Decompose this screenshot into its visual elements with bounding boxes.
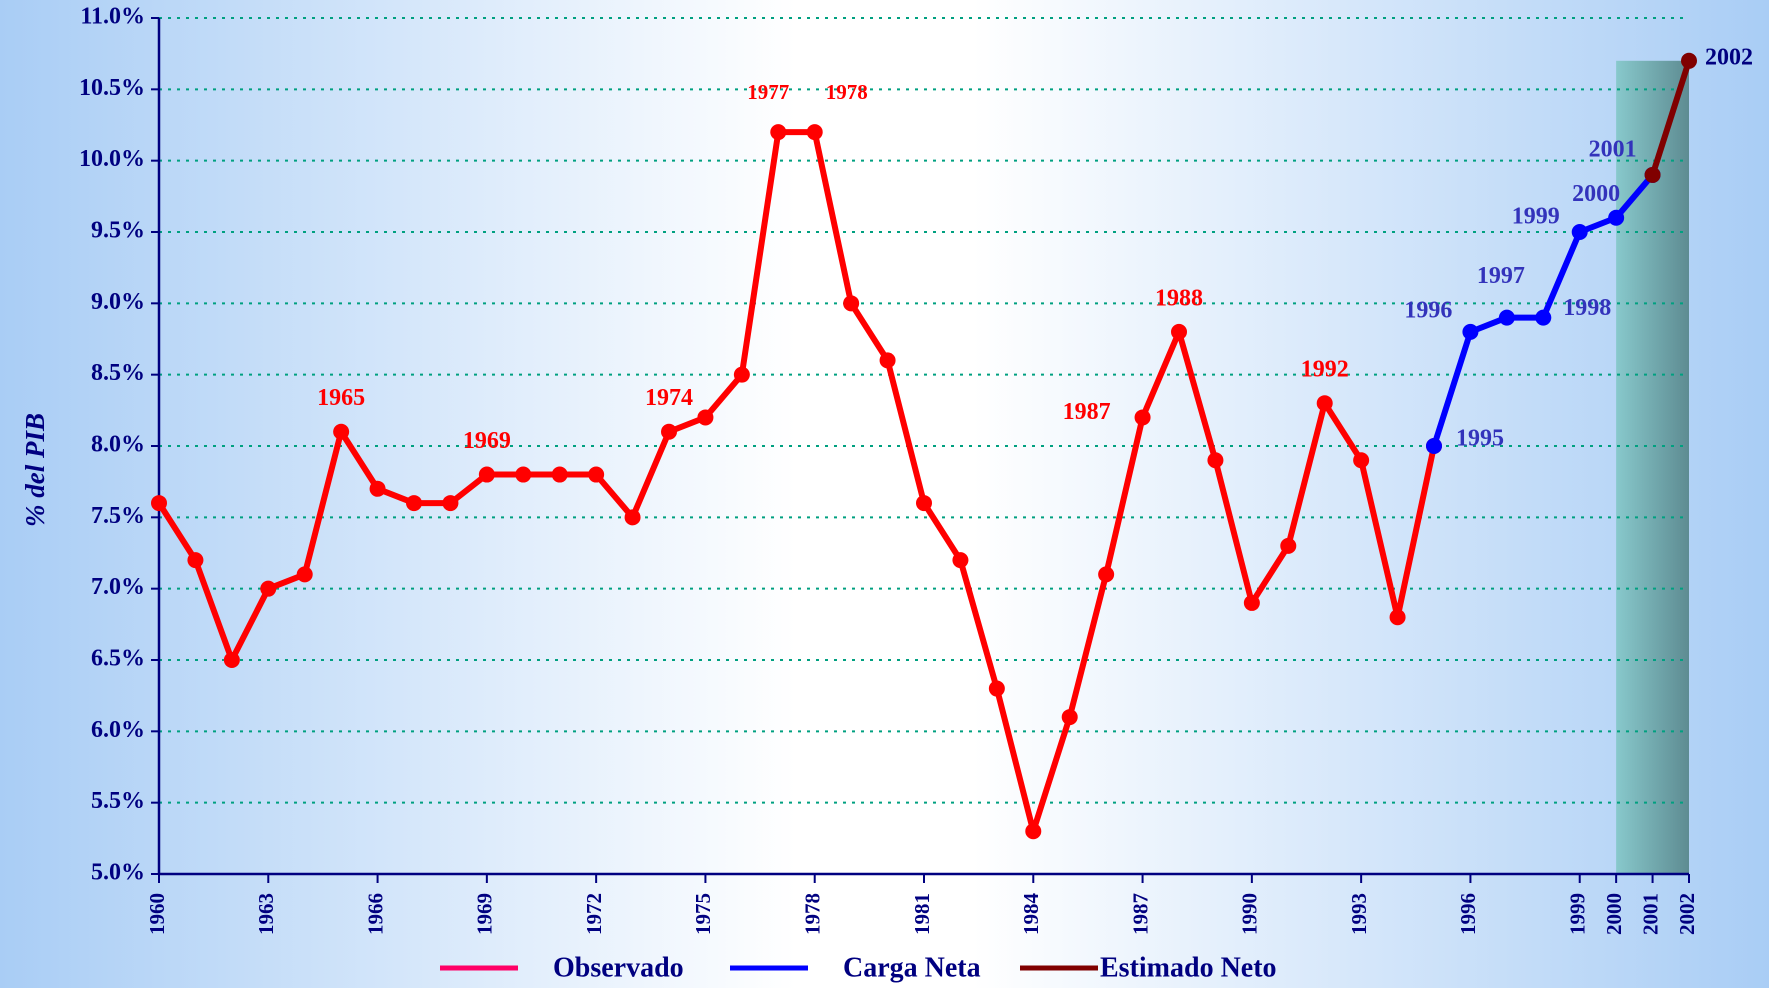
point-label: 1974 bbox=[645, 385, 693, 411]
data-point bbox=[733, 366, 750, 383]
data-point bbox=[916, 495, 932, 512]
x-tick-label: 1978 bbox=[801, 893, 825, 935]
data-point bbox=[806, 124, 823, 141]
data-point bbox=[879, 352, 896, 369]
y-tick-label: 8.5% bbox=[91, 360, 145, 386]
data-point bbox=[296, 566, 313, 583]
data-point bbox=[770, 124, 787, 141]
data-point bbox=[551, 466, 568, 483]
data-point bbox=[260, 580, 277, 597]
y-tick-label: 8.0% bbox=[91, 432, 145, 458]
point-label: 1995 bbox=[1456, 426, 1504, 452]
data-point bbox=[588, 466, 605, 483]
y-tick-label: 7.0% bbox=[91, 574, 145, 600]
data-point bbox=[333, 423, 350, 440]
data-point bbox=[1389, 609, 1406, 626]
y-tick-label: 10.0% bbox=[79, 146, 145, 172]
data-point bbox=[952, 552, 969, 569]
x-tick-label: 1996 bbox=[1456, 893, 1480, 935]
data-point bbox=[1061, 709, 1078, 726]
point-label: 1977 bbox=[747, 80, 789, 104]
y-tick-label: 9.5% bbox=[91, 218, 145, 244]
data-point bbox=[1426, 438, 1442, 454]
data-point bbox=[1353, 452, 1370, 469]
legend-label: Observado bbox=[553, 952, 684, 983]
y-tick-label: 6.5% bbox=[91, 646, 145, 672]
y-axis-label: % del PIB bbox=[20, 413, 50, 527]
x-tick-label: 1999 bbox=[1566, 893, 1590, 935]
point-label: 2000 bbox=[1572, 181, 1620, 207]
data-point bbox=[1316, 395, 1333, 412]
point-label: 1996 bbox=[1404, 297, 1452, 323]
x-tick-label: 1984 bbox=[1019, 893, 1043, 936]
y-tick-label: 5.0% bbox=[91, 860, 145, 886]
data-point bbox=[624, 509, 641, 526]
data-point bbox=[1280, 537, 1297, 554]
data-point bbox=[369, 480, 386, 497]
data-point bbox=[478, 466, 495, 483]
data-point bbox=[1098, 566, 1115, 583]
x-tick-label: 2001 bbox=[1638, 893, 1662, 935]
data-point bbox=[1243, 594, 1260, 611]
x-tick-label: 1993 bbox=[1347, 893, 1371, 935]
data-point bbox=[406, 495, 422, 512]
data-point bbox=[515, 466, 532, 483]
y-tick-label: 7.5% bbox=[91, 503, 145, 529]
point-label: 1969 bbox=[463, 428, 511, 454]
data-point bbox=[1644, 166, 1661, 183]
data-point bbox=[1535, 309, 1552, 326]
series-line bbox=[1649, 59, 1692, 176]
data-point bbox=[151, 495, 167, 512]
shaded-region bbox=[1616, 60, 1689, 875]
point-label: 2001 bbox=[1589, 136, 1637, 162]
legend-label: Carga Neta bbox=[843, 952, 981, 983]
point-label: 1998 bbox=[1563, 295, 1611, 321]
x-tick-label: 1963 bbox=[254, 893, 278, 935]
x-tick-label: 2002 bbox=[1675, 893, 1699, 935]
data-point bbox=[1207, 452, 1224, 469]
x-tick-label: 1960 bbox=[145, 893, 169, 935]
x-tick-label: 1987 bbox=[1128, 893, 1152, 935]
point-label: 1965 bbox=[317, 385, 365, 411]
x-tick-label: 1981 bbox=[910, 893, 934, 935]
x-tick-label: 1969 bbox=[473, 893, 497, 935]
point-label: 1997 bbox=[1477, 263, 1525, 289]
data-point bbox=[1681, 52, 1697, 69]
point-label: 2002 bbox=[1705, 44, 1753, 70]
data-point bbox=[1608, 209, 1625, 226]
point-label: 1992 bbox=[1301, 357, 1349, 383]
y-tick-label: 9.0% bbox=[91, 289, 145, 315]
y-tick-label: 6.0% bbox=[91, 717, 145, 743]
data-point bbox=[988, 680, 1005, 697]
data-point bbox=[843, 295, 860, 312]
series-line bbox=[156, 129, 1437, 835]
data-point bbox=[1171, 323, 1187, 340]
point-label: 1999 bbox=[1512, 204, 1560, 230]
data-point bbox=[223, 652, 240, 668]
data-point bbox=[1025, 823, 1042, 840]
data-point bbox=[1462, 323, 1479, 340]
data-point bbox=[697, 409, 714, 426]
data-point bbox=[1134, 409, 1151, 426]
legend-label: Estimado Neto bbox=[1100, 952, 1277, 983]
data-point bbox=[1498, 309, 1515, 326]
point-label: 1987 bbox=[1063, 399, 1111, 425]
x-tick-label: 1966 bbox=[363, 893, 387, 935]
x-tick-label: 1972 bbox=[582, 893, 606, 935]
data-point bbox=[442, 495, 459, 512]
data-point bbox=[661, 423, 677, 440]
x-tick-label: 2000 bbox=[1602, 893, 1626, 935]
x-tick-label: 1990 bbox=[1238, 893, 1262, 935]
y-tick-label: 10.5% bbox=[79, 75, 145, 101]
x-tick-label: 1975 bbox=[691, 893, 715, 935]
point-label: 1978 bbox=[826, 80, 868, 104]
y-tick-label: 5.5% bbox=[91, 788, 145, 814]
data-point bbox=[187, 552, 204, 569]
point-label: 1988 bbox=[1155, 285, 1203, 311]
data-point bbox=[1571, 224, 1588, 240]
y-tick-label: 11.0% bbox=[80, 4, 145, 30]
